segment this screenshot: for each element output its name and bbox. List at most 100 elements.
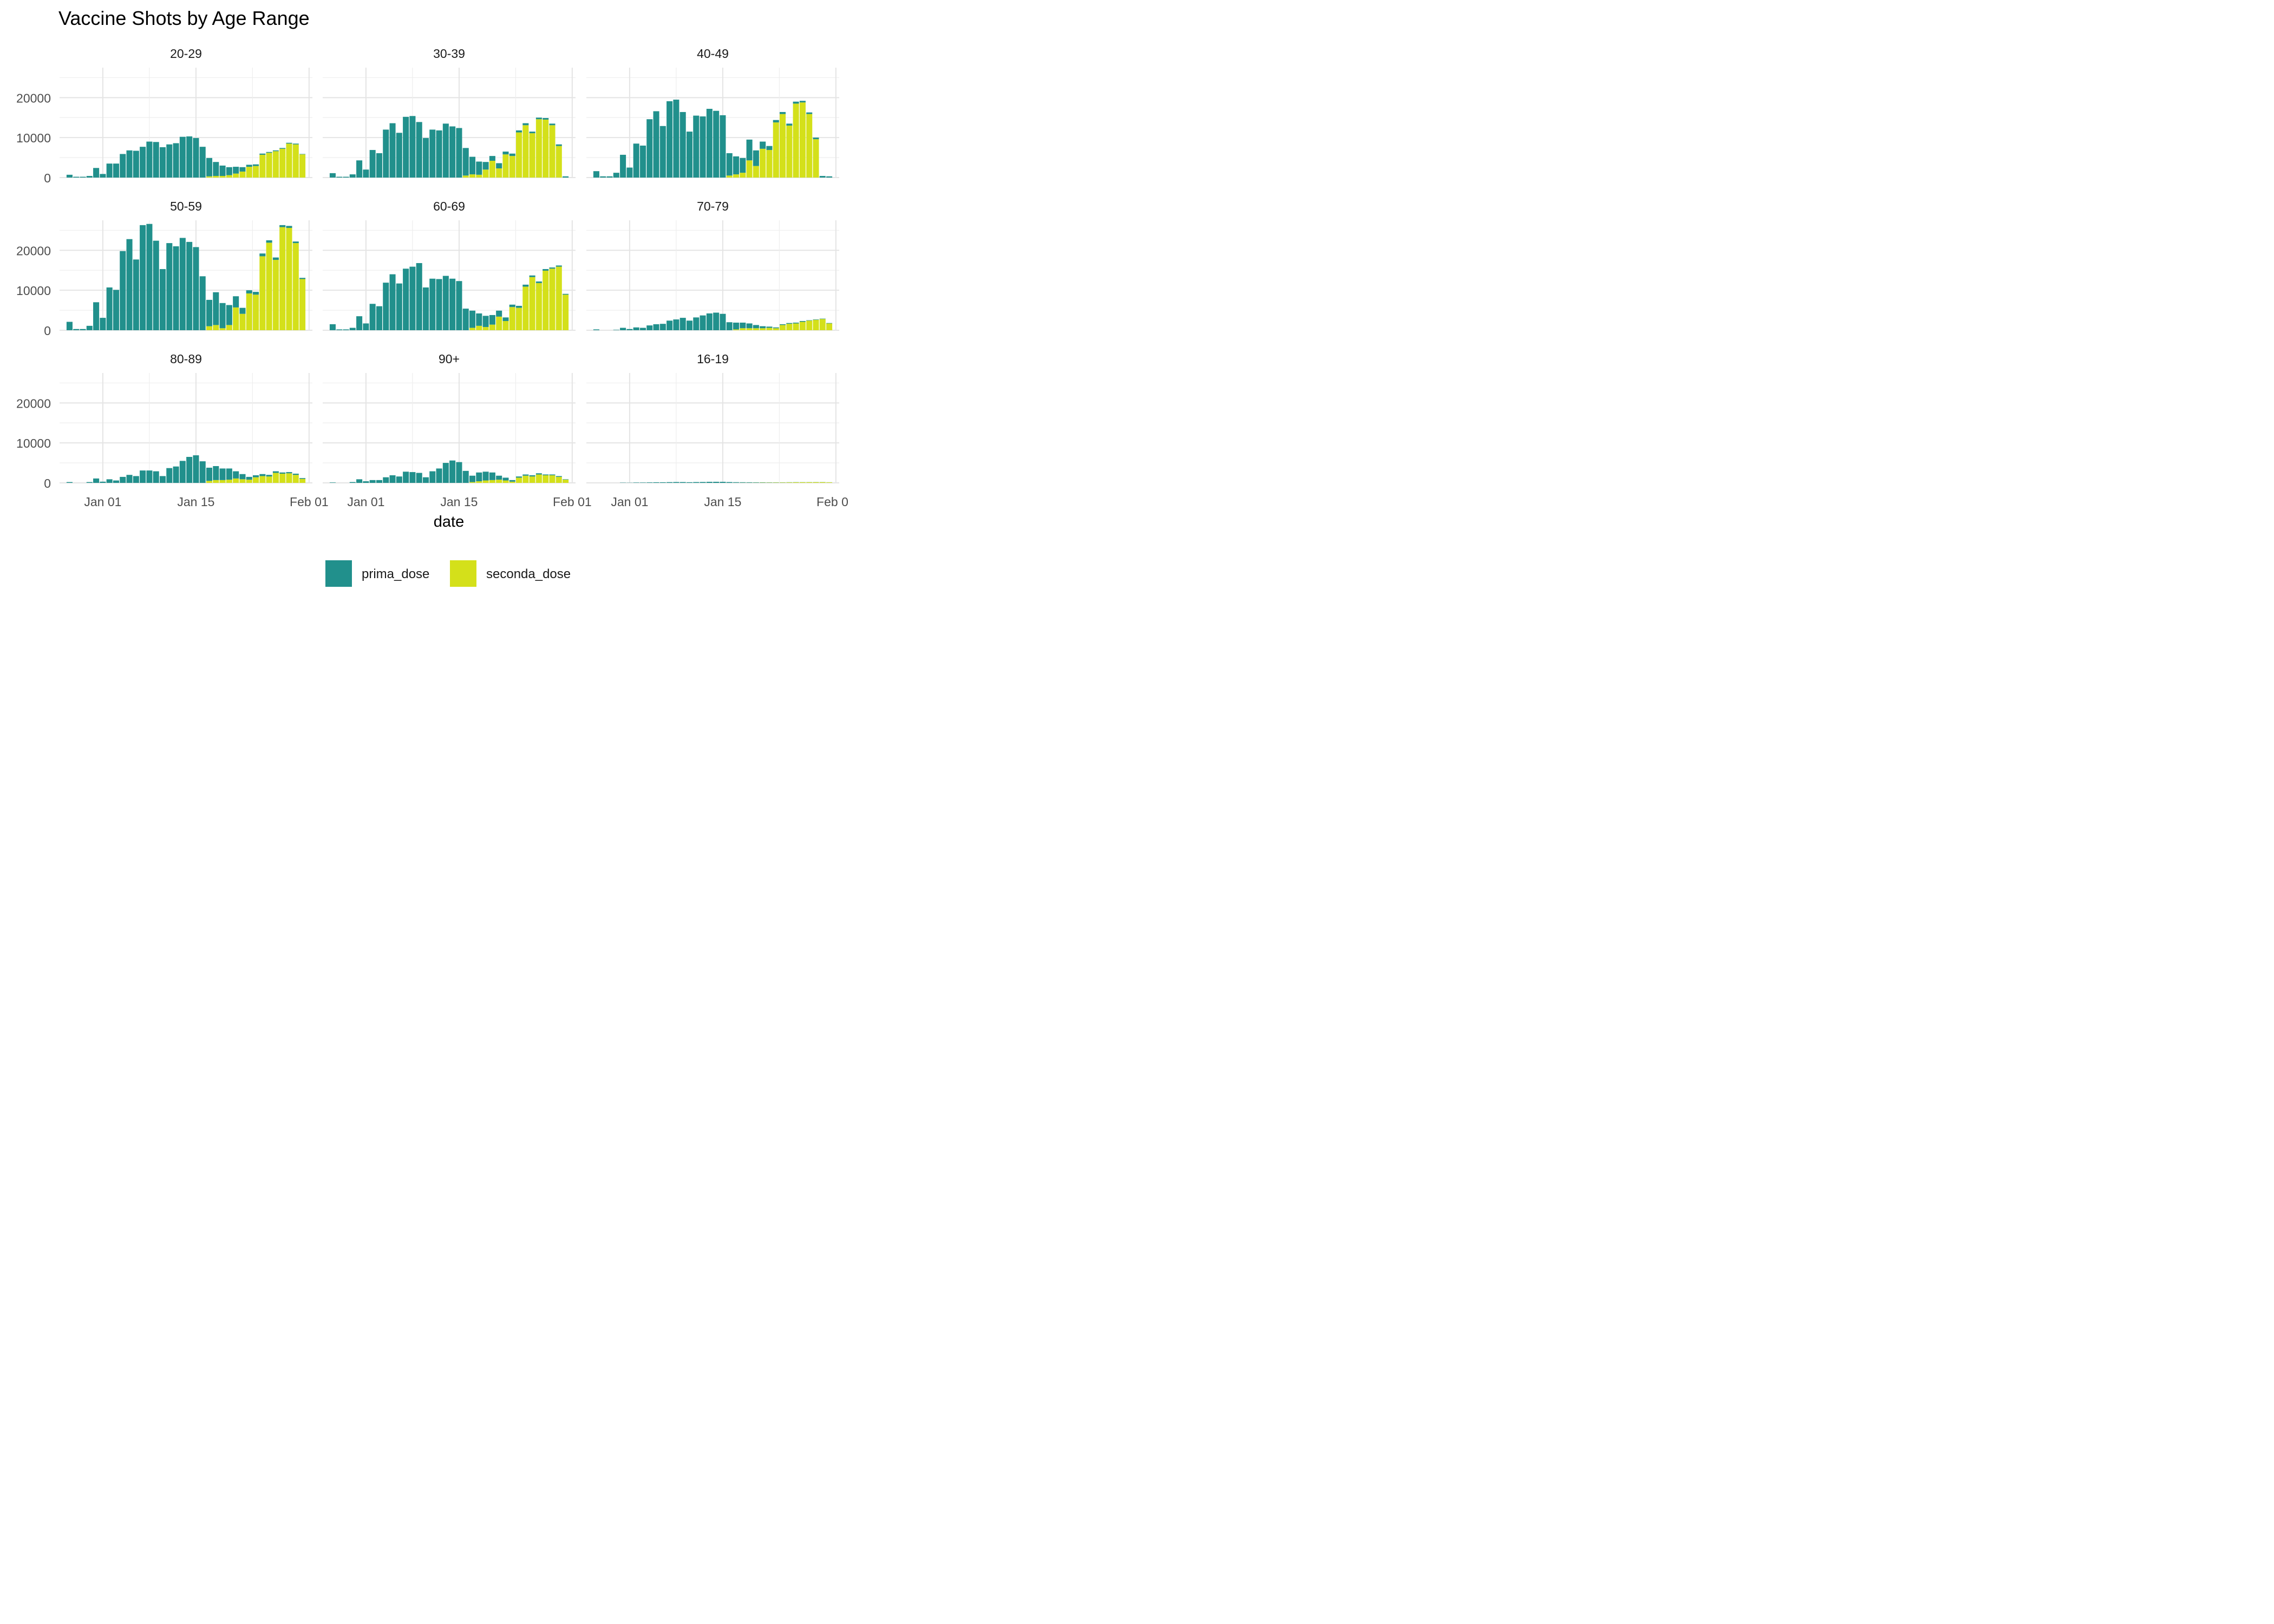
bar-prima-dose [813,137,819,140]
bar-prima-dose [535,473,542,475]
bar-seconda-dose [286,473,292,483]
bar-prima-dose [369,304,376,330]
bar-prima-dose [343,176,349,178]
bar-seconda-dose [535,283,542,330]
bar-seconda-dose [509,156,515,178]
bar-prima-dose [153,471,159,483]
facet-panel: 16-19 Jan 01 Jan 15 Feb 01 [586,352,849,509]
bar-seconda-dose [496,316,502,330]
bar-seconda-dose [266,243,272,330]
bar-prima-dose [193,455,199,483]
bar-seconda-dose [740,173,746,178]
bar-prima-dose [740,322,746,329]
bar-prima-dose [292,241,299,244]
bar-prima-dose [529,132,535,134]
facet-strip-label: 16-19 [697,352,729,366]
bar-prima-dose [563,176,569,178]
bar-seconda-dose [786,482,793,483]
bar-prima-dose [442,463,449,483]
bar-seconda-dose [543,271,549,330]
chart: Vaccine Shots by Age Range 20-2901000020… [16,7,849,587]
x-axis-title: date [434,513,464,531]
bar-seconda-dose [259,256,266,330]
bar-prima-dose [120,476,126,483]
bar-prima-dose [442,276,449,330]
bar-prima-dose [476,161,482,175]
bar-prima-dose [502,477,509,481]
bar-prima-dose [329,173,336,178]
bar-prima-dose [416,473,422,483]
bar-seconda-dose [806,482,813,483]
y-tick-label: 10000 [16,436,51,450]
bar-prima-dose [502,152,509,155]
bar-seconda-dose [299,154,306,178]
bar-prima-dose [806,320,813,321]
bar-prima-dose [422,137,429,178]
bar-seconda-dose [239,313,246,330]
bar-prima-dose [66,174,73,178]
bar-seconda-dose [509,481,515,483]
bar-prima-dose [733,156,740,175]
bar-prima-dose [639,328,646,330]
bar-prima-dose [826,323,833,324]
bar-seconda-dose [529,476,535,483]
bar-prima-dose [166,468,173,483]
bar-prima-dose [659,324,666,330]
bar-prima-dose [266,475,272,477]
bar-seconda-dose [279,474,286,483]
bar-prima-dose [153,240,159,330]
bar-prima-dose [593,171,599,178]
bar-seconda-dose [279,148,286,178]
bar-prima-dose [456,462,462,483]
bar-prima-dose [403,269,409,330]
bar-seconda-dose [292,144,299,178]
bar-prima-dose [73,176,80,178]
bar-seconda-dose [476,325,482,330]
bar-seconda-dose [226,175,232,178]
bar-prima-dose [529,275,535,277]
bar-prima-dose [213,292,219,325]
bar-seconda-dose [292,475,299,483]
bar-prima-dose [349,482,356,483]
x-tick-label: Feb 01 [553,495,592,509]
bar-prima-dose [146,224,153,330]
bar-prima-dose [199,276,206,330]
bar-prima-dose [422,477,429,483]
bar-prima-dose [186,457,193,483]
bar-seconda-dose [259,154,266,178]
bar-seconda-dose [213,176,219,178]
bar-seconda-dose [522,286,529,330]
bar-prima-dose [272,257,279,260]
bar-seconda-dose [746,328,753,330]
bar-prima-dose [693,317,700,330]
bar-prima-dose [396,133,402,178]
bar-seconda-dose [292,243,299,330]
bar-prima-dose [686,320,693,330]
bar-prima-dose [543,118,549,120]
x-tick-label: Feb 01 [290,495,329,509]
bar-seconda-dose [469,174,476,178]
bar-prima-dose [93,168,100,178]
bar-prima-dose [543,269,549,271]
y-tick-label: 10000 [16,131,51,145]
facet-panel: 40-49 [586,47,839,178]
bar-seconda-dose [266,153,272,178]
bar-prima-dose [120,251,126,330]
bar-prima-dose [329,482,336,483]
bar-prima-dose [349,174,356,178]
bar-prima-dose [620,154,626,178]
bar-prima-dose [659,482,666,483]
bar-seconda-dose [733,174,740,178]
bar-prima-dose [356,316,363,330]
bar-prima-dose [266,152,272,153]
bar-prima-dose [173,143,179,178]
x-tick-label: Jan 01 [611,495,648,509]
bar-prima-dose [700,482,706,483]
bar-prima-dose [613,173,619,178]
bar-seconda-dose [819,482,826,483]
bar-prima-dose [733,482,740,483]
bar-seconda-dose [469,328,476,330]
bar-prima-dose [329,324,336,330]
bar-prima-dose [679,112,686,178]
bar-prima-dose [226,305,232,325]
